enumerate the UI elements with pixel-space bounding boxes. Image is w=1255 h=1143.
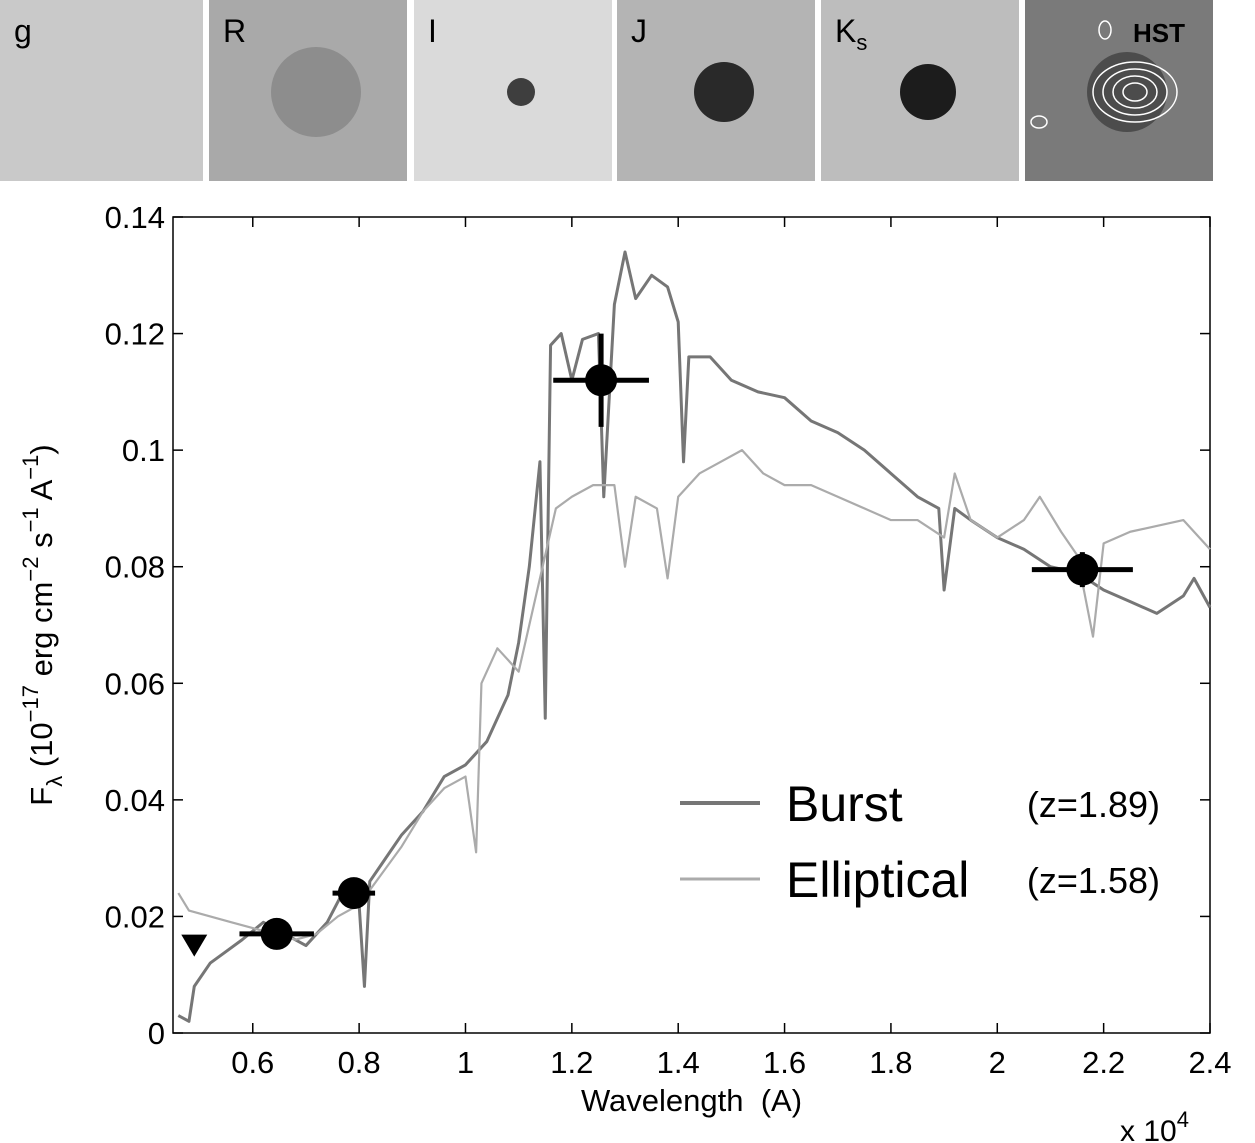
source-blob [900,64,956,120]
x-tick-label: 2.4 [1188,1045,1231,1080]
panel-label-text: g [14,13,32,49]
y-axis-label-part: −1 [18,455,43,480]
y-tick-label: 0.02 [105,899,165,934]
legend-note: (z=1.58) [1027,860,1160,901]
x-tick-label: 1.6 [763,1045,806,1080]
source-blob [694,62,754,122]
x-multiplier-exp: 4 [1177,1107,1189,1132]
panel-image [0,0,203,181]
y-axis-label-part: A [24,479,59,507]
image-panel: J [617,0,815,181]
legend-label: Elliptical [786,852,969,908]
x-tick-label: 0.8 [338,1045,381,1080]
y-axis-label-part: −17 [18,685,43,722]
y-axis-label-part: λ [42,776,67,787]
legend-label: Burst [786,776,903,832]
y-tick-label: 0 [148,1016,165,1051]
x-multiplier-base: x 10 [1120,1115,1177,1143]
y-tick-label: 0.08 [105,550,165,585]
y-axis-label-part: erg cm [24,582,59,685]
panel-label: g [14,13,32,49]
panel-label: Ks [835,13,867,55]
x-tick-label: 1.2 [550,1045,593,1080]
y-tick-label: 0.1 [122,433,165,468]
contour [1122,82,1148,102]
source-blob [507,78,535,106]
panel-label-text: J [631,13,647,49]
panel-label: J [631,13,647,49]
y-tick-label: 0.12 [105,317,165,352]
y-tick-label: 0.14 [105,200,165,235]
image-panel: I [414,0,612,181]
y-axis-label: Fλ (10−17 erg cm−2 s−1 A−1) [18,444,67,805]
photometry-point [260,917,293,950]
x-tick-label: 1.4 [657,1045,700,1080]
plot-area [172,216,1211,1034]
contour [1092,61,1178,123]
panel-label-sub: s [856,30,867,55]
panel-label: I [428,13,437,49]
x-tick-label: 2 [989,1045,1006,1080]
legend-note: (z=1.89) [1027,784,1160,825]
photometry-point [1066,553,1099,586]
photometry-point [585,364,618,397]
y-tick-label: 0.04 [105,783,165,818]
source-blob [271,47,361,137]
contour [1112,75,1158,109]
contour [1030,115,1048,129]
source-blob [1087,52,1167,132]
y-axis-label-part: ) [24,444,59,454]
contour [1098,20,1112,40]
y-tick-label: 0.06 [105,666,165,701]
x-axis-label: Wavelength (A) [581,1083,802,1118]
y-axis-label-part: −2 [18,557,43,582]
panel-label: R [223,13,246,49]
panel-label-text: HST [1133,18,1185,48]
image-panel: HST [1025,0,1213,181]
y-axis-label-part: s [24,532,59,556]
image-panel: g [0,0,203,181]
image-panel: Ks [821,0,1019,181]
y-axis-label-part: −1 [18,507,43,532]
x-tick-label: 0.6 [231,1045,274,1080]
x-tick-label: 2.2 [1082,1045,1125,1080]
panel-label-text: K [835,13,856,49]
panel-label: HST [1133,18,1185,48]
photometry-point [337,877,370,910]
y-axis-label-part: (10 [24,722,59,775]
x-multiplier: x 104 [1120,1107,1189,1143]
upper-limit [181,934,208,957]
contour [1102,68,1168,116]
x-tick-label: 1.8 [869,1045,912,1080]
x-tick-label: 1 [457,1045,474,1080]
y-axis-label-part: F [24,787,59,806]
image-panel: R [209,0,407,181]
panel-label-text: I [428,13,437,49]
panel-label-text: R [223,13,246,49]
